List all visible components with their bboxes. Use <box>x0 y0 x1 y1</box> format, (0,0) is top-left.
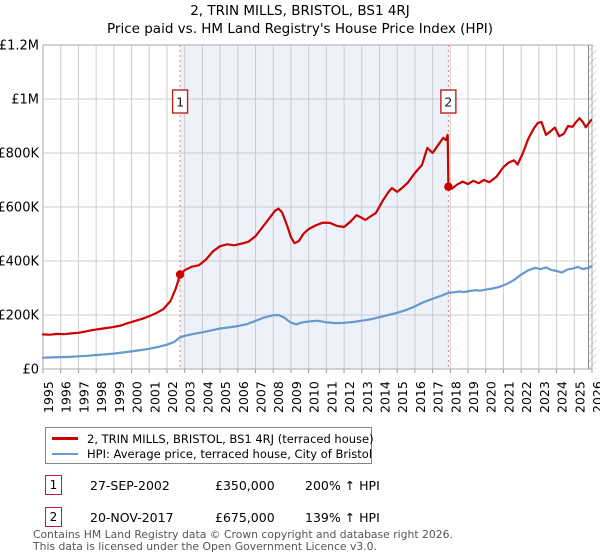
svg-text:2006: 2006 <box>236 381 251 413</box>
svg-text:£200K: £200K <box>0 309 39 324</box>
svg-text:2000: 2000 <box>130 381 145 413</box>
red-line-swatch <box>52 437 78 440</box>
svg-text:2009: 2009 <box>289 381 304 413</box>
svg-text:£0: £0 <box>22 363 39 378</box>
svg-text:2008: 2008 <box>271 381 286 413</box>
svg-text:2021: 2021 <box>502 381 517 413</box>
blue-line-swatch <box>52 452 78 455</box>
svg-text:2001: 2001 <box>147 381 162 413</box>
svg-text:2020: 2020 <box>484 381 499 413</box>
svg-text:2003: 2003 <box>183 381 198 413</box>
svg-text:£1M: £1M <box>11 93 39 108</box>
transaction-row-1: 1 27-SEP-2002 £350,000 200% ↑ HPI <box>45 475 565 495</box>
svg-text:2023: 2023 <box>537 381 552 413</box>
svg-text:2011: 2011 <box>324 381 339 413</box>
svg-text:1995: 1995 <box>41 381 56 413</box>
svg-text:2012: 2012 <box>342 381 357 413</box>
transaction-1-badge: 1 <box>45 475 62 495</box>
legend-label-property: 2, TRIN MILLS, BRISTOL, BS1 4RJ (terrace… <box>87 431 374 446</box>
svg-text:1996: 1996 <box>59 381 74 413</box>
svg-text:2017: 2017 <box>431 381 446 413</box>
svg-text:2004: 2004 <box>200 381 215 413</box>
transaction-1-price: £350,000 <box>215 478 275 493</box>
svg-text:2024: 2024 <box>555 381 570 413</box>
svg-text:1997: 1997 <box>76 381 91 413</box>
chart-legend: 2, TRIN MILLS, BRISTOL, BS1 4RJ (terrace… <box>45 427 374 464</box>
footer-line-1: Contains HM Land Registry data © Crown c… <box>33 528 453 541</box>
svg-text:1999: 1999 <box>112 381 127 413</box>
svg-text:2: 2 <box>444 95 452 110</box>
page-title: 2, TRIN MILLS, BRISTOL, BS1 4RJ <box>190 3 410 19</box>
svg-text:1998: 1998 <box>94 381 109 413</box>
svg-text:2022: 2022 <box>519 381 534 413</box>
transaction-1-date: 27-SEP-2002 <box>90 478 170 493</box>
footer-line-2: This data is licensed under the Open Gov… <box>33 539 377 553</box>
price-history-chart: 1 2 £0 £200K £400K £600K £800K £1M £1.2M 1995 1996… <box>0 39 600 414</box>
svg-text:2014: 2014 <box>378 381 393 413</box>
svg-text:2018: 2018 <box>448 381 463 413</box>
transaction-1-hpi-change: 200% ↑ HPI <box>305 478 380 493</box>
svg-text:2010: 2010 <box>307 381 322 413</box>
svg-text:2026: 2026 <box>590 381 600 413</box>
transaction-2-hpi-change: 139% ↑ HPI <box>305 510 380 525</box>
legend-item-property: 2, TRIN MILLS, BRISTOL, BS1 4RJ (terrace… <box>46 431 374 446</box>
svg-text:£800K: £800K <box>0 147 39 162</box>
svg-text:2019: 2019 <box>466 381 481 413</box>
svg-text:2005: 2005 <box>218 381 233 413</box>
svg-text:2007: 2007 <box>254 381 269 413</box>
transaction-2-date: 20-NOV-2017 <box>90 510 174 525</box>
svg-text:£1.2M: £1.2M <box>0 39 39 54</box>
legend-item-hpi: HPI: Average price, terraced house, City… <box>46 446 373 461</box>
svg-text:2016: 2016 <box>413 381 428 413</box>
transaction-2-price: £675,000 <box>215 510 275 525</box>
page-subtitle: Price paid vs. HM Land Registry's House … <box>107 21 493 37</box>
transaction-2-badge: 2 <box>45 507 62 527</box>
svg-text:2025: 2025 <box>572 381 587 413</box>
transaction-row-2: 2 20-NOV-2017 £675,000 139% ↑ HPI <box>45 507 565 527</box>
svg-text:2015: 2015 <box>395 381 410 413</box>
svg-text:2002: 2002 <box>165 381 180 413</box>
legend-label-hpi: HPI: Average price, terraced house, City… <box>87 446 373 461</box>
svg-text:£400K: £400K <box>0 255 39 270</box>
svg-text:2013: 2013 <box>360 381 375 413</box>
svg-text:1: 1 <box>176 95 184 110</box>
license-footer: Contains HM Land Registry data © Crown c… <box>33 529 453 552</box>
svg-text:£600K: £600K <box>0 201 39 216</box>
